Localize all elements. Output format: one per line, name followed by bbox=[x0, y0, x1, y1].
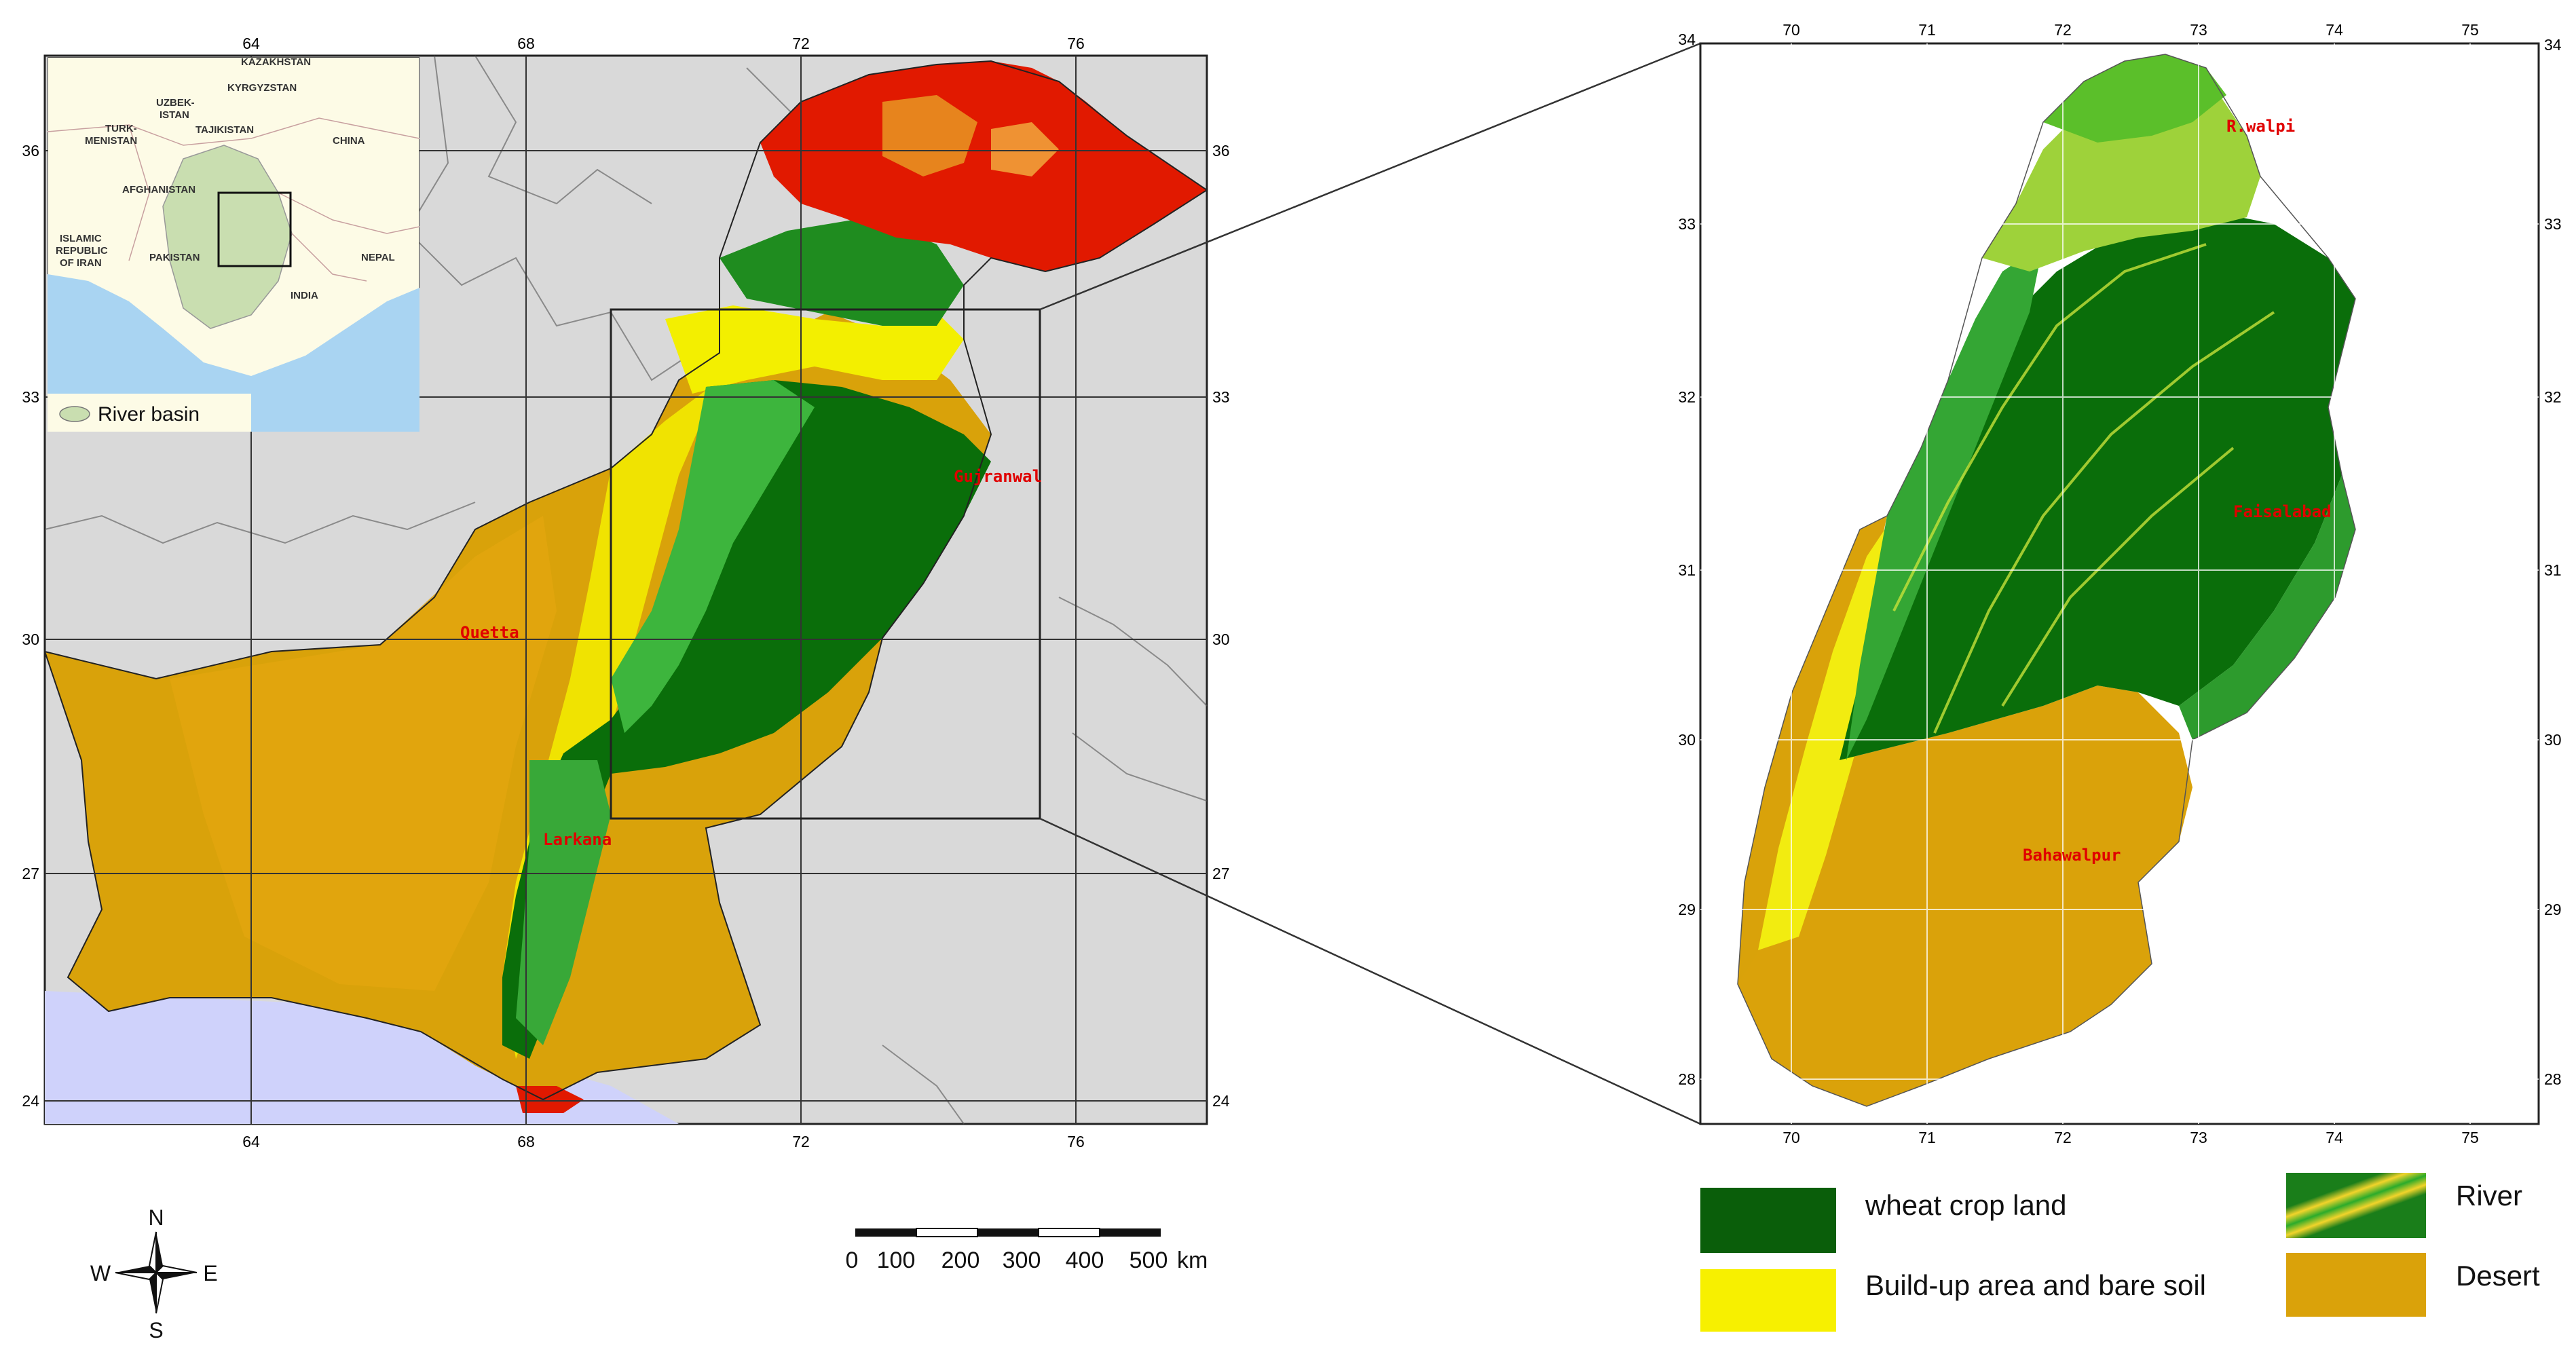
inset-label-afghanistan: AFGHANISTAN bbox=[122, 184, 195, 195]
left-tick-30: 30 bbox=[22, 631, 39, 648]
left-tick-24: 24 bbox=[22, 1092, 39, 1110]
zoom-left-tick-32: 32 bbox=[1678, 388, 1696, 406]
compass-e: E bbox=[203, 1261, 217, 1285]
zoom-top-tick-72: 72 bbox=[2054, 21, 2072, 39]
left-tick-27: 27 bbox=[22, 865, 39, 882]
inset-label-pakistan: PAKISTAN bbox=[149, 252, 200, 263]
scale-label-100: 100 bbox=[877, 1247, 916, 1273]
zoom-bottom-tick-74: 74 bbox=[2326, 1129, 2343, 1146]
zoom-right-tick-34: 34 bbox=[2544, 36, 2562, 54]
compass-s: S bbox=[149, 1318, 163, 1340]
legend-label-desert: Desert bbox=[2456, 1260, 2540, 1292]
zoom-bottom-tick-75: 75 bbox=[2461, 1129, 2479, 1146]
zoom-bottom-tick-72: 72 bbox=[2054, 1129, 2072, 1146]
indus-crop bbox=[502, 380, 991, 1059]
scale-label-500: 500 bbox=[1130, 1247, 1168, 1273]
inset-label-menistan: MENISTAN bbox=[85, 135, 137, 147]
right-tick-27: 27 bbox=[1212, 865, 1230, 882]
zoom-top-tick-71: 71 bbox=[1918, 21, 1936, 39]
inset-label-kyrgyzstan: KYRGYZSTAN bbox=[227, 82, 297, 94]
zoom-right-tick-33: 33 bbox=[2544, 215, 2562, 233]
zoom-right-tick-29: 29 bbox=[2544, 901, 2562, 918]
zoom-top-tick-70: 70 bbox=[1782, 21, 1800, 39]
legend-swatch-desert bbox=[2286, 1253, 2426, 1317]
compass-n: N bbox=[148, 1205, 164, 1230]
zoom-right-tick-30: 30 bbox=[2544, 731, 2562, 749]
inset-label-of-iran: OF IRAN bbox=[60, 257, 102, 269]
zoom-bottom-tick-71: 71 bbox=[1918, 1129, 1936, 1146]
inset-label-nepal: NEPAL bbox=[361, 252, 395, 263]
inset-label-turk: TURK- bbox=[105, 123, 137, 134]
legend-swatch-river bbox=[2286, 1173, 2426, 1238]
zoom-right-tick-32: 32 bbox=[2544, 388, 2562, 406]
zoom-top-tick-74: 74 bbox=[2326, 21, 2343, 39]
zoom-bottom-tick-70: 70 bbox=[1782, 1129, 1800, 1146]
inset-label-uzbek: UZBEK- bbox=[156, 97, 195, 109]
legend-swatch-buildup bbox=[1700, 1269, 1836, 1332]
zoom-left-tick-30: 30 bbox=[1678, 731, 1696, 749]
zoom-extent-box bbox=[610, 308, 1041, 820]
zoom-left-tick-34: 34 bbox=[1678, 31, 1696, 48]
punjab-desert bbox=[1738, 686, 2192, 1106]
bottom-tick-68: 68 bbox=[517, 1133, 535, 1150]
zoom-left-tick-28: 28 bbox=[1678, 1070, 1696, 1088]
zoom-right-tick-31: 31 bbox=[2544, 561, 2562, 579]
left-tick-33: 33 bbox=[22, 388, 39, 406]
legend-label-river: River bbox=[2456, 1180, 2523, 1212]
zoom-city-rawalpindi: R.walpi bbox=[2226, 117, 2295, 136]
right-tick-36: 36 bbox=[1212, 142, 1230, 159]
legend-label-wheat: wheat crop land bbox=[1865, 1189, 2067, 1221]
main-map: 64 68 72 76 64 68 72 76 36 33 30 27 24 3… bbox=[22, 35, 1230, 1150]
scale-unit: km bbox=[1177, 1247, 1208, 1273]
inset-label-islamic: ISLAMIC bbox=[60, 233, 102, 244]
city-label-quetta: Quetta bbox=[460, 623, 519, 642]
city-label-larkana: Larkana bbox=[543, 830, 612, 849]
zoom-bottom-tick-73: 73 bbox=[2190, 1129, 2207, 1146]
punjab-crop bbox=[1840, 210, 2355, 760]
northern-mountains bbox=[760, 61, 1207, 271]
inset-label-kazakhstan: KAZAKHSTAN bbox=[241, 57, 311, 68]
inset-label-istan: ISTAN bbox=[160, 109, 189, 121]
zoom-map: 70 71 72 73 74 75 70 71 72 73 74 75 34 3… bbox=[1678, 21, 2562, 1146]
top-tick-68: 68 bbox=[517, 35, 535, 52]
inset-label-tajikistan: TAJIKISTAN bbox=[195, 124, 254, 136]
scale-label-0: 0 bbox=[846, 1247, 859, 1273]
zoom-left-tick-33: 33 bbox=[1678, 215, 1696, 233]
bottom-tick-76: 76 bbox=[1067, 1133, 1085, 1150]
zoom-city-bahawalpur: Bahawalpur bbox=[2023, 846, 2121, 865]
zoom-right-tick-28: 28 bbox=[2544, 1070, 2562, 1088]
bottom-tick-64: 64 bbox=[242, 1133, 260, 1150]
right-tick-24: 24 bbox=[1212, 1092, 1230, 1110]
inset-locator-map: KAZAKHSTAN KYRGYZSTAN UZBEK- ISTAN TURK-… bbox=[48, 57, 419, 432]
north-arrow-compass-icon: N S E W bbox=[90, 1205, 218, 1340]
inset-label-india: INDIA bbox=[291, 290, 318, 301]
top-tick-64: 64 bbox=[242, 35, 260, 52]
bottom-tick-72: 72 bbox=[792, 1133, 810, 1150]
right-tick-30: 30 bbox=[1212, 631, 1230, 648]
zoom-top-tick-75: 75 bbox=[2461, 21, 2479, 39]
legend-label-buildup: Build-up area and bare soil bbox=[1865, 1269, 2206, 1301]
zoom-top-tick-73: 73 bbox=[2190, 21, 2207, 39]
top-tick-76: 76 bbox=[1067, 35, 1085, 52]
inset-label-china: CHINA bbox=[333, 135, 365, 147]
legend-swatch-wheat bbox=[1700, 1188, 1836, 1253]
scale-label-300: 300 bbox=[1003, 1247, 1041, 1273]
inset-legend-label: River basin bbox=[98, 403, 200, 426]
scale-label-200: 200 bbox=[941, 1247, 980, 1273]
left-tick-36: 36 bbox=[22, 142, 39, 159]
river-basin-swatch bbox=[59, 406, 90, 422]
scale-bar: 0 100 200 300 400 500 km bbox=[846, 1228, 1208, 1273]
top-tick-72: 72 bbox=[792, 35, 810, 52]
zoom-left-tick-31: 31 bbox=[1678, 561, 1696, 579]
compass-w: W bbox=[90, 1261, 111, 1285]
scale-label-400: 400 bbox=[1066, 1247, 1104, 1273]
city-label-gujranwal: Gujranwal bbox=[954, 467, 1042, 486]
zoom-left-tick-29: 29 bbox=[1678, 901, 1696, 918]
zoom-city-faisalabad: Faisalabad bbox=[2233, 502, 2332, 521]
inset-study-area-box bbox=[217, 191, 292, 267]
right-tick-33: 33 bbox=[1212, 388, 1230, 406]
inset-label-republic: REPUBLIC bbox=[56, 245, 108, 257]
